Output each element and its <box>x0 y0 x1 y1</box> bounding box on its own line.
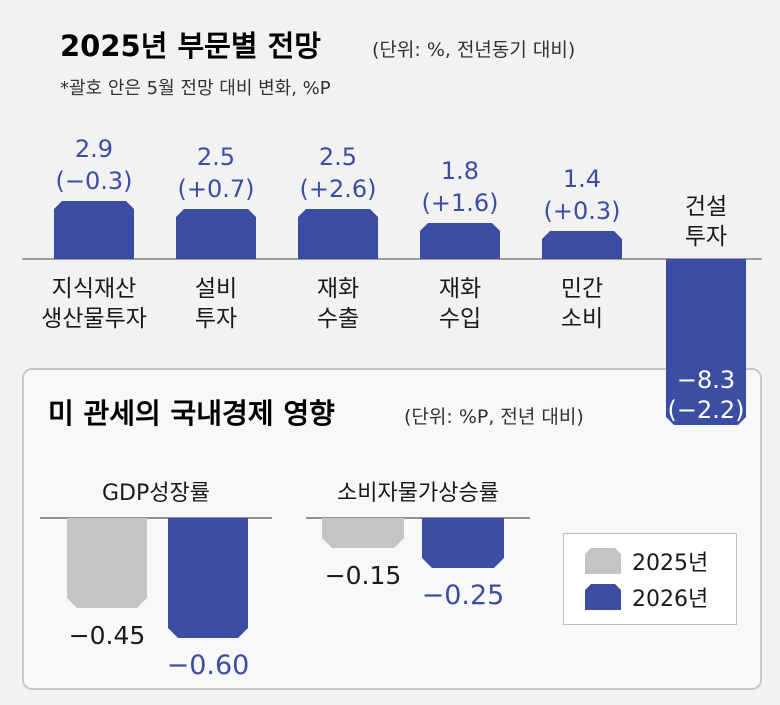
chart2-bar <box>168 518 248 638</box>
legend-label: 2025년 <box>632 551 708 576</box>
chart1-value-label: 1.4 <box>563 165 601 193</box>
chart2-category-label: 소비자물가상승률 <box>337 481 499 506</box>
chart1-category-label: 건설 <box>685 194 727 220</box>
chart1-change-label: (+2.6) <box>299 175 376 203</box>
chart1-category-label: 재화 <box>439 276 481 302</box>
legend-swatch <box>585 584 621 610</box>
chart1-category-label: 설비 <box>195 276 237 302</box>
chart1-category-label: 투자 <box>685 224 727 250</box>
chart1-change-label: (+0.3) <box>543 197 620 225</box>
chart2-category-label: GDP성장률 <box>102 481 210 506</box>
legend-swatch <box>585 548 621 574</box>
chart2-value-label: −0.60 <box>167 650 250 681</box>
chart2-bar <box>67 518 147 608</box>
chart1-change-label: (+0.7) <box>177 175 254 203</box>
chart1-category-label: 재화 <box>317 276 359 302</box>
chart2-bar <box>322 518 404 548</box>
legend-label: 2026년 <box>632 587 708 612</box>
chart1-bar <box>666 259 746 425</box>
chart1-category-label: 수출 <box>317 306 359 332</box>
chart1-change-label: (+1.6) <box>421 189 498 217</box>
chart1-bar <box>176 209 256 259</box>
chart1-bar <box>420 223 500 259</box>
chart1-value-label: 2.5 <box>319 143 357 171</box>
chart2-value-label: −0.15 <box>325 561 402 590</box>
chart2-title: 미 관세의 국내경제 영향 <box>48 397 335 430</box>
chart1-category-label: 민간 <box>561 276 603 302</box>
chart1-bar <box>54 201 134 259</box>
chart1-title: 2025년 부문별 전망 <box>60 29 321 63</box>
chart1-bar <box>298 209 378 259</box>
chart1-bar <box>542 231 622 259</box>
chart1-value-label: 1.8 <box>441 157 479 185</box>
chart2-value-label: −0.25 <box>422 580 505 611</box>
chart1-category-label: 투자 <box>195 306 237 332</box>
chart1-value-label: 2.5 <box>197 143 235 171</box>
chart1-note: *괄호 안은 5월 전망 대비 변화, %P <box>60 78 331 99</box>
chart1-change-label: (−0.3) <box>55 167 132 195</box>
chart1-category-label: 생산물투자 <box>41 306 147 332</box>
chart2-subtitle: (단위: %P, 전년 대비) <box>404 406 584 428</box>
chart1-subtitle: (단위: %, 전년동기 대비) <box>372 39 575 61</box>
chart1-category-label: 수입 <box>439 306 481 332</box>
chart1-value-label: −8.3 <box>677 366 735 394</box>
chart2-bar <box>422 518 504 568</box>
chart1-category-label: 지식재산 <box>52 276 137 302</box>
chart1-category-label: 소비 <box>561 306 603 332</box>
chart1-change-label: (−2.2) <box>667 396 744 424</box>
chart1-value-label: 2.9 <box>75 135 113 163</box>
chart2-value-label: −0.45 <box>69 621 146 650</box>
